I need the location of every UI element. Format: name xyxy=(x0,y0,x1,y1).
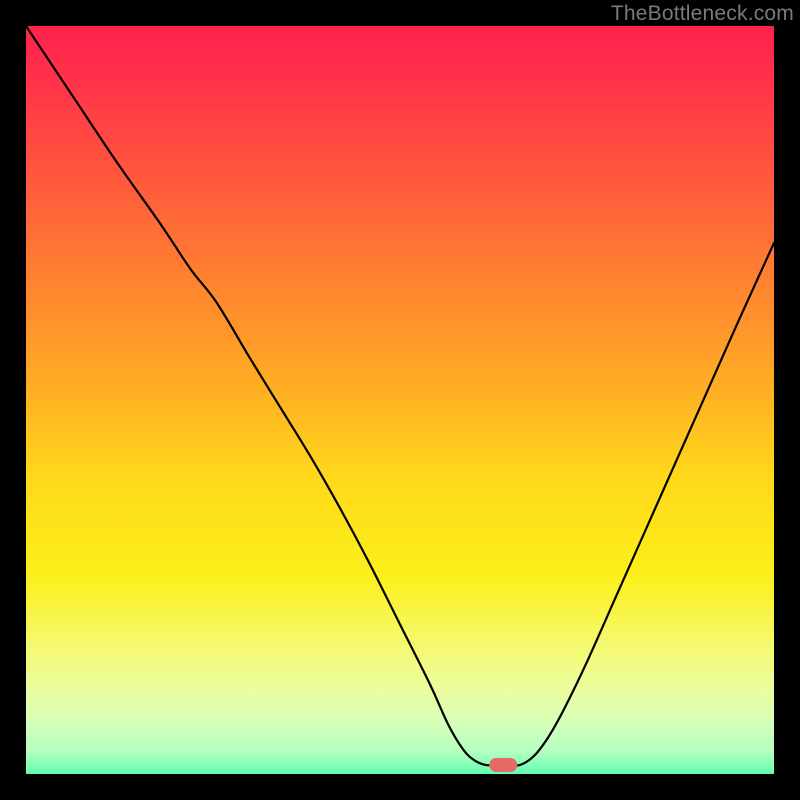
chart-container: { "watermark": { "text": "TheBottleneck.… xyxy=(0,0,800,800)
gradient-background xyxy=(0,0,800,800)
optimal-point-marker xyxy=(489,758,517,772)
bottleneck-chart xyxy=(0,0,800,800)
watermark-text: TheBottleneck.com xyxy=(611,2,794,26)
